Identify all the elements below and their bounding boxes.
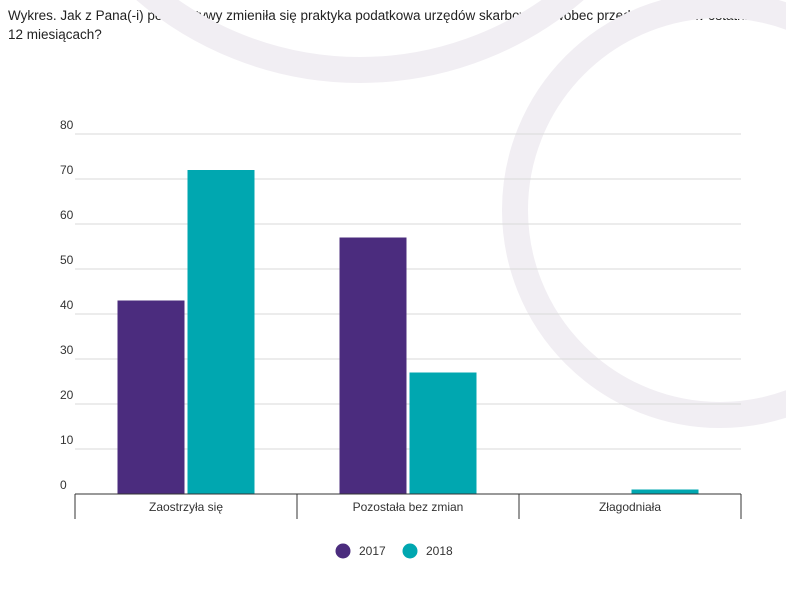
legend-swatch-2018 [402, 543, 418, 559]
y-tick-label: 50 [60, 253, 74, 267]
legend-swatch-2017 [335, 543, 351, 559]
decor-arc [502, 0, 786, 428]
legend: 2017 2018 [335, 543, 453, 559]
category-label: Złagodniała [599, 500, 661, 514]
y-tick-label: 0 [60, 478, 67, 492]
bars [117, 170, 699, 494]
y-tick-label: 80 [60, 118, 74, 132]
y-axis-ticks: 0 10 20 30 40 50 60 70 80 [60, 118, 74, 492]
bar-2017-1 [117, 300, 185, 494]
x-axis: Zaostrzyła się Pozostała bez zmian Złagodn… [74, 493, 742, 519]
bar-2018-2 [409, 372, 477, 494]
legend-label-2018: 2018 [426, 544, 453, 558]
category-label: Zaostrzyła się [149, 500, 223, 514]
y-tick-label: 20 [60, 388, 74, 402]
bar-2017-2 [339, 237, 407, 494]
bar-2018-3 [631, 489, 699, 494]
background-decoration [136, 0, 786, 428]
y-tick-label: 10 [60, 433, 74, 447]
gridlines [75, 133, 741, 450]
y-tick-label: 30 [60, 343, 74, 357]
y-tick-label: 40 [60, 298, 74, 312]
y-tick-label: 70 [60, 163, 74, 177]
legend-label-2017: 2017 [359, 544, 386, 558]
category-label: Pozostała bez zmian [353, 500, 464, 514]
bar-2018-1 [187, 170, 255, 494]
y-tick-label: 60 [60, 208, 74, 222]
decor-arc [136, 0, 584, 83]
